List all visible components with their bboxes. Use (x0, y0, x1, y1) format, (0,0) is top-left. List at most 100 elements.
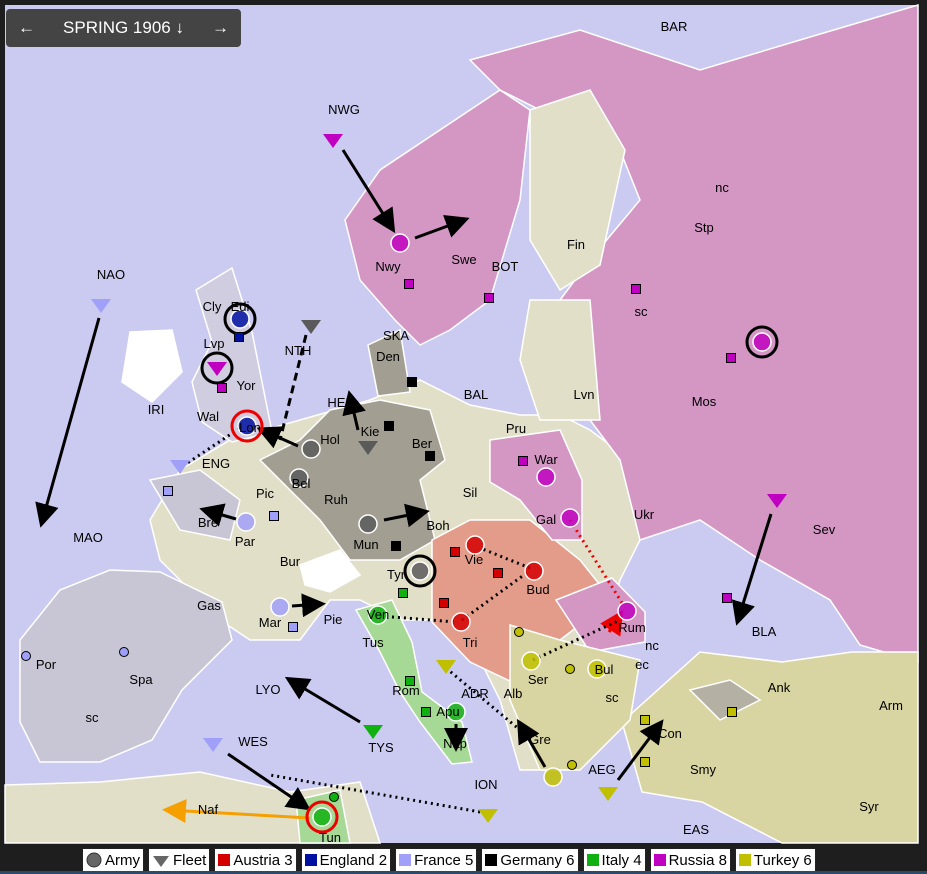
province-region[interactable] (489, 429, 583, 541)
province-label: ADR (461, 686, 488, 701)
province-label: Gas (197, 598, 221, 613)
army-unit[interactable] (237, 416, 257, 436)
order-arrow (342, 390, 366, 431)
order-arrow (379, 614, 457, 624)
fleet-unit[interactable] (207, 362, 227, 376)
prev-phase-button[interactable]: ← (18, 18, 35, 37)
legend-label: Austria 3 (233, 851, 293, 869)
supply-center (329, 792, 339, 802)
province-region[interactable] (529, 89, 626, 292)
fleet-unit[interactable] (363, 725, 383, 739)
province-label: Den (376, 349, 400, 364)
province-label: Apu (436, 704, 459, 719)
province-label: Ruh (324, 492, 348, 507)
fleet-unit[interactable] (436, 660, 456, 674)
province-label: Vie (465, 552, 484, 567)
order-arrow (278, 334, 308, 441)
province-label: Fin (567, 237, 585, 252)
next-phase-button[interactable]: → (212, 18, 229, 37)
province-region[interactable] (258, 399, 446, 561)
fleet-unit[interactable] (478, 809, 498, 823)
legend-country: Austria 3 (214, 848, 297, 872)
army-unit[interactable] (465, 535, 485, 555)
fleet-unit[interactable] (323, 134, 343, 148)
province-label: Lon (239, 420, 261, 435)
phase-navigator: ← SPRING 1906 ↓ → (6, 9, 241, 47)
fleet-unit[interactable] (203, 738, 223, 752)
army-unit[interactable] (524, 561, 544, 581)
supply-center (21, 651, 31, 661)
legend-country: Germany 6 (481, 848, 579, 872)
fleet-unit[interactable] (170, 460, 190, 474)
province-region[interactable] (519, 299, 601, 421)
province-region[interactable] (621, 651, 919, 844)
province-label: Ukr (634, 507, 655, 522)
phase-selector[interactable]: SPRING 1906 ↓ (63, 18, 184, 38)
supply-center (425, 451, 435, 461)
fleet-unit[interactable] (767, 494, 787, 508)
province-label: Bel (292, 476, 311, 491)
province-region[interactable] (4, 771, 382, 844)
army-unit[interactable] (312, 807, 332, 827)
supply-center (119, 647, 129, 657)
army-unit[interactable] (446, 702, 466, 722)
supply-center (565, 664, 575, 674)
army-unit[interactable] (451, 612, 471, 632)
army-unit[interactable] (521, 651, 541, 671)
province-region[interactable] (121, 329, 183, 403)
province-label: Lvp (204, 336, 225, 351)
fleet-unit[interactable] (598, 787, 618, 801)
army-unit[interactable] (752, 332, 772, 352)
army-unit[interactable] (587, 659, 607, 679)
province-label: Ber (412, 436, 433, 451)
army-unit[interactable] (617, 601, 637, 621)
fleet-unit[interactable] (91, 299, 111, 313)
army-unit[interactable] (536, 467, 556, 487)
legend-country: France 5 (395, 848, 478, 872)
dislodged-ring (403, 554, 437, 588)
province-region[interactable] (688, 679, 762, 721)
legend-label: France 5 (414, 851, 474, 869)
province-label: ec (635, 657, 649, 672)
army-unit[interactable] (368, 605, 388, 625)
order-arrow (414, 214, 470, 240)
legend-label: Russia 8 (668, 851, 727, 869)
province-label: NTH (285, 343, 312, 358)
province-label: TYS (368, 740, 394, 755)
legend-label: Italy 4 (601, 851, 642, 869)
province-label: NWG (328, 102, 360, 117)
game-map[interactable]: BAR NWG nc Stp Fin Swe Nwy BOT NAO Cly Edi sc Lvp NTH… (0, 0, 927, 848)
color-swatch (738, 854, 751, 866)
army-unit[interactable] (560, 508, 580, 528)
army-unit[interactable] (236, 512, 256, 532)
army-unit[interactable] (358, 514, 378, 534)
army-unit[interactable] (230, 309, 250, 329)
order-arrow (35, 317, 101, 528)
province-label: IRI (148, 402, 165, 417)
province-region[interactable] (367, 328, 411, 397)
supply-center (398, 588, 408, 598)
dislodged-ring (745, 325, 779, 359)
province-region[interactable] (299, 549, 362, 593)
fleet-unit[interactable] (301, 320, 321, 334)
army-unit[interactable] (289, 468, 309, 488)
province-region[interactable] (19, 569, 233, 763)
army-unit[interactable] (543, 767, 563, 787)
color-swatch (399, 854, 412, 866)
order-arrow (445, 666, 521, 732)
province-label: Bul (595, 662, 614, 677)
province-label: ENG (202, 456, 230, 471)
province-label: Cly (203, 299, 222, 314)
fleet-unit[interactable] (358, 441, 378, 455)
army-unit[interactable] (410, 561, 430, 581)
army-unit[interactable] (390, 233, 410, 253)
order-arrow (162, 799, 311, 823)
army-unit[interactable] (270, 597, 290, 617)
province-label: BAL (464, 387, 489, 402)
province-region[interactable] (344, 89, 531, 346)
army-unit[interactable] (301, 439, 321, 459)
supply-center (727, 707, 737, 717)
order-arrow (461, 570, 529, 622)
order-arrow (600, 609, 624, 637)
order-arrow (269, 773, 487, 815)
